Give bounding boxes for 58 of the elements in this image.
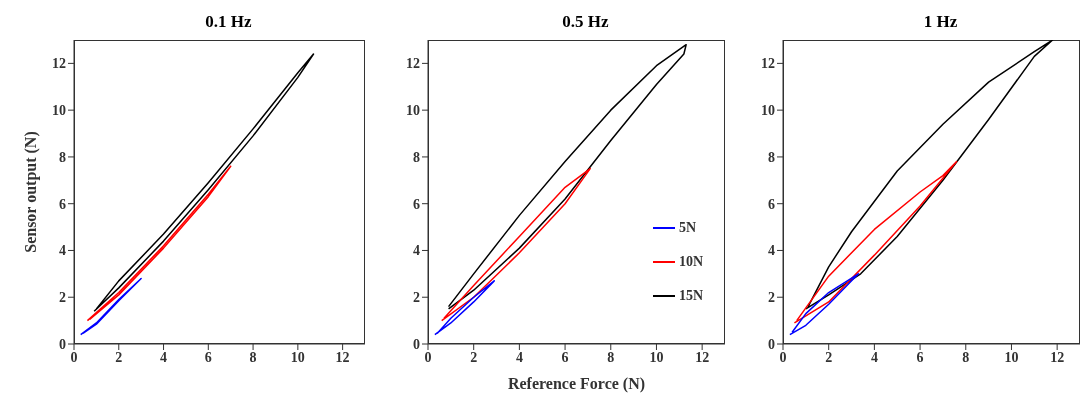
x-tick-label: 12 <box>695 349 710 365</box>
x-tick-label: 6 <box>916 349 924 365</box>
x-axis-title: Reference Force (N) <box>507 375 646 394</box>
y-tick-label: 4 <box>59 243 66 259</box>
x-tick-label: 0 <box>70 349 78 365</box>
x-tick-label: 6 <box>204 349 212 365</box>
legend-label: 15N <box>678 288 703 304</box>
y-tick-label: 4 <box>413 243 420 259</box>
y-tick-label: 10 <box>761 103 775 119</box>
x-tick-label: 12 <box>1050 349 1065 365</box>
y-tick-label: 0 <box>768 336 775 352</box>
chart-title: 1 Hz <box>922 11 959 33</box>
y-tick-label: 6 <box>59 196 66 212</box>
x-tick-label: 0 <box>424 349 432 365</box>
x-tick-label: 2 <box>115 349 123 365</box>
y-tick-label: 10 <box>406 103 420 119</box>
y-tick-label: 12 <box>406 56 420 72</box>
y-tick-label: 6 <box>768 196 775 212</box>
y-tick-label: 0 <box>413 336 420 352</box>
y-tick-label: 0 <box>59 336 66 352</box>
line-series <box>789 273 860 336</box>
x-tick-label: 2 <box>825 349 833 365</box>
line-series <box>86 165 232 322</box>
chart-title: 0.1 Hz <box>204 11 253 33</box>
x-tick-label: 12 <box>335 349 350 365</box>
legend-label: 10N <box>678 254 703 270</box>
y-tick-label: 12 <box>761 56 775 72</box>
line-series <box>793 160 958 324</box>
y-tick-label: 8 <box>413 149 420 165</box>
line-series <box>440 167 591 322</box>
y-tick-label: 4 <box>768 243 775 259</box>
x-tick-label: 4 <box>160 349 168 365</box>
x-tick-label: 8 <box>962 349 970 365</box>
y-tick-label: 8 <box>59 149 66 165</box>
line-series <box>805 40 1054 310</box>
x-tick-label: 4 <box>515 349 523 365</box>
y-tick-label: 10 <box>52 103 66 119</box>
line-series <box>434 280 495 336</box>
x-tick-label: 8 <box>249 349 257 365</box>
y-axis-title: Sensor output (N) <box>21 131 40 253</box>
y-tick-label: 6 <box>413 196 420 212</box>
y-tick-label: 12 <box>52 56 66 72</box>
y-tick-label: 2 <box>59 290 66 306</box>
y-tick-label: 2 <box>413 290 420 306</box>
chart-title: 0.5 Hz <box>561 11 610 33</box>
x-tick-label: 6 <box>561 349 569 365</box>
legend-label: 5N <box>678 220 696 236</box>
x-tick-label: 2 <box>470 349 478 365</box>
y-tick-label: 2 <box>768 290 775 306</box>
line-series <box>93 53 315 313</box>
x-tick-label: 4 <box>870 349 878 365</box>
line-series <box>79 277 142 336</box>
x-tick-label: 10 <box>290 349 305 365</box>
x-tick-label: 0 <box>779 349 787 365</box>
x-tick-label: 10 <box>649 349 664 365</box>
x-tick-label: 10 <box>1004 349 1019 365</box>
x-tick-label: 8 <box>607 349 615 365</box>
y-tick-label: 8 <box>768 149 775 165</box>
